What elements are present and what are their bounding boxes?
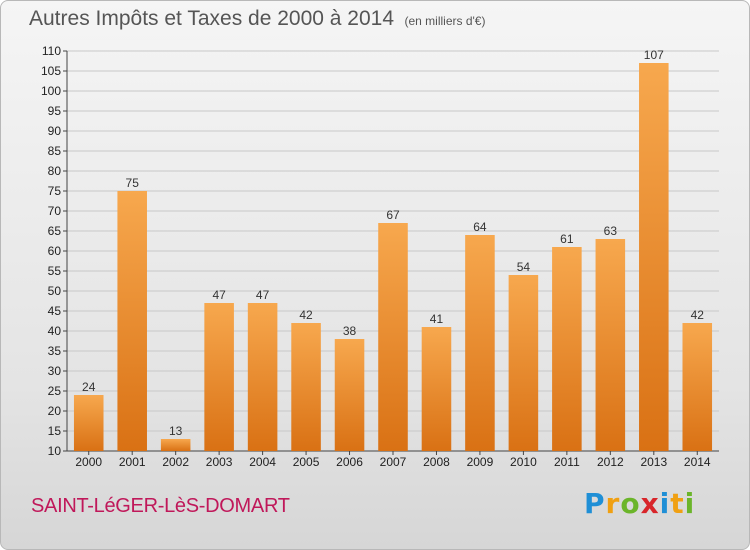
axis-layer: 10 15 20 25 30 35 40 45 50 55 60 65 70 75 80 85 90 95 100 1…: [41, 44, 719, 469]
bar[interactable]: [421, 327, 452, 451]
y-tick-label: 60: [48, 244, 62, 258]
bar[interactable]: [334, 339, 365, 451]
x-tick-label: 2011: [554, 455, 580, 469]
y-tick-label: 50: [48, 284, 62, 298]
data-label: 61: [560, 232, 574, 246]
y-tick-label: 65: [48, 224, 62, 238]
data-label: 63: [604, 224, 618, 238]
y-tick-label: 30: [48, 364, 62, 378]
logo-letter: t: [670, 487, 685, 520]
data-label: 67: [386, 208, 400, 222]
y-tick-label: 95: [48, 104, 62, 118]
y-tick-label: 80: [48, 164, 62, 178]
y-tick-label: 110: [42, 44, 61, 58]
logo-letter: P: [584, 487, 606, 520]
y-tick-label: 25: [48, 384, 62, 398]
x-tick-label: 2004: [249, 455, 276, 469]
bar[interactable]: [160, 439, 191, 451]
bar[interactable]: [378, 223, 408, 451]
x-tick-label: 2014: [684, 455, 711, 469]
bar[interactable]: [552, 247, 582, 451]
x-tick-label: 2000: [75, 455, 102, 469]
data-label: 75: [126, 176, 140, 190]
logo-letter: i: [659, 487, 671, 520]
x-tick-label: 2009: [467, 455, 494, 469]
x-tick-label: 2007: [380, 455, 407, 469]
proxiti-logo[interactable]: Proxiti: [584, 487, 695, 520]
bar[interactable]: [682, 323, 713, 451]
logo-letter: i: [684, 487, 696, 520]
x-tick-label: 2013: [640, 455, 667, 469]
x-tick-label: 2012: [597, 455, 624, 469]
label-layer: 24 75 13 47 47 42 38 67 41 64 54 61 63 107 42: [82, 48, 704, 438]
data-label: 47: [256, 288, 270, 302]
data-label: 107: [644, 48, 664, 62]
y-tick-label: 55: [48, 264, 62, 278]
bar[interactable]: [508, 275, 539, 451]
x-tick-label: 2005: [293, 455, 320, 469]
data-label: 42: [691, 308, 705, 322]
y-tick-label: 85: [48, 144, 62, 158]
data-label: 54: [517, 260, 531, 274]
bar[interactable]: [595, 239, 626, 451]
y-tick-label: 45: [48, 304, 62, 318]
x-tick-label: 2008: [423, 455, 450, 469]
commune-name: SAINT-LéGER-LèS-DOMART: [31, 495, 290, 517]
y-tick-label: 100: [41, 84, 61, 98]
y-tick-label: 40: [48, 324, 62, 338]
data-label: 24: [82, 380, 96, 394]
data-label: 38: [343, 324, 357, 338]
bar[interactable]: [291, 323, 321, 451]
y-tick-label: 35: [48, 344, 62, 358]
data-label: 13: [169, 424, 183, 438]
bar[interactable]: [465, 235, 495, 451]
bar[interactable]: [639, 63, 669, 451]
y-tick-label: 105: [41, 64, 61, 78]
data-label: 42: [299, 308, 313, 322]
data-label: 47: [212, 288, 226, 302]
x-tick-label: 2002: [162, 455, 189, 469]
y-tick-label: 10: [48, 444, 62, 458]
y-tick-label: 70: [48, 204, 62, 218]
bar[interactable]: [204, 303, 234, 451]
logo-letter: r: [605, 487, 621, 520]
logo-letter: x: [640, 487, 660, 520]
bar[interactable]: [117, 191, 147, 451]
x-tick-label: 2006: [336, 455, 363, 469]
data-label: 41: [430, 312, 444, 326]
bar-layer: [73, 63, 713, 451]
y-tick-label: 75: [48, 184, 62, 198]
logo-letter: o: [620, 487, 641, 520]
data-label: 64: [473, 220, 487, 234]
y-tick-label: 90: [48, 124, 62, 138]
x-tick-label: 2001: [119, 455, 146, 469]
bar[interactable]: [247, 303, 278, 451]
y-tick-label: 20: [48, 404, 62, 418]
x-tick-label: 2010: [510, 455, 537, 469]
title-row: Autres Impôts et Taxes de 2000 à 2014 (e…: [29, 7, 485, 31]
chart-title: Autres Impôts et Taxes de 2000 à 2014: [29, 7, 395, 30]
x-tick-label: 2003: [206, 455, 233, 469]
chart-subtitle: (en milliers d'€): [404, 14, 486, 28]
bar[interactable]: [73, 395, 104, 451]
y-tick-label: 15: [48, 424, 62, 438]
